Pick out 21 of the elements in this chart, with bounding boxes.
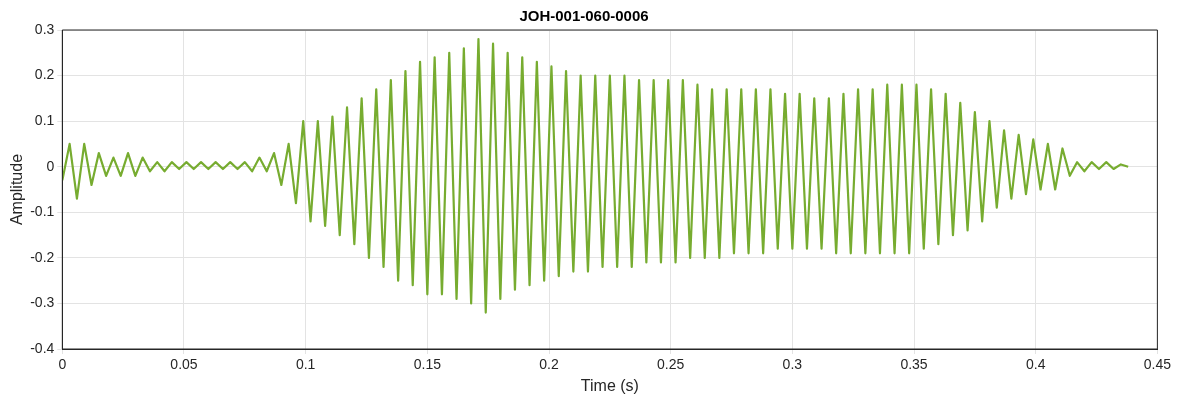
y-tick-label: 0.3	[34, 20, 55, 37]
x-tick-label: 0.2	[539, 356, 559, 373]
y-tick-label: 0.2	[34, 66, 55, 83]
chart-title: JOH-001-060-0006	[519, 7, 649, 25]
y-tick-label: -0.3	[30, 294, 55, 311]
x-tick-label: 0.15	[413, 356, 442, 373]
y-tick-label: 0	[46, 157, 55, 174]
x-tick-label: 0.05	[170, 356, 198, 373]
y-axis-title: Amplitude	[8, 153, 26, 226]
x-tick-label: 0.45	[1143, 356, 1172, 373]
y-tick-label: -0.1	[30, 203, 55, 220]
x-tick-label: 0.3	[782, 356, 803, 373]
x-tick-label: 0	[58, 356, 67, 373]
y-tick-label: 0.1	[34, 112, 55, 128]
x-tick-label: 0.1	[295, 356, 316, 373]
x-tick-label: 0.25	[657, 356, 685, 373]
y-tick-label: -0.2	[30, 248, 55, 265]
x-tick-label: 0.4	[1025, 356, 1046, 373]
y-tick-label: -0.4	[30, 339, 55, 356]
x-tick-label: 0.35	[900, 356, 928, 373]
x-axis-title: Time (s)	[580, 376, 639, 394]
